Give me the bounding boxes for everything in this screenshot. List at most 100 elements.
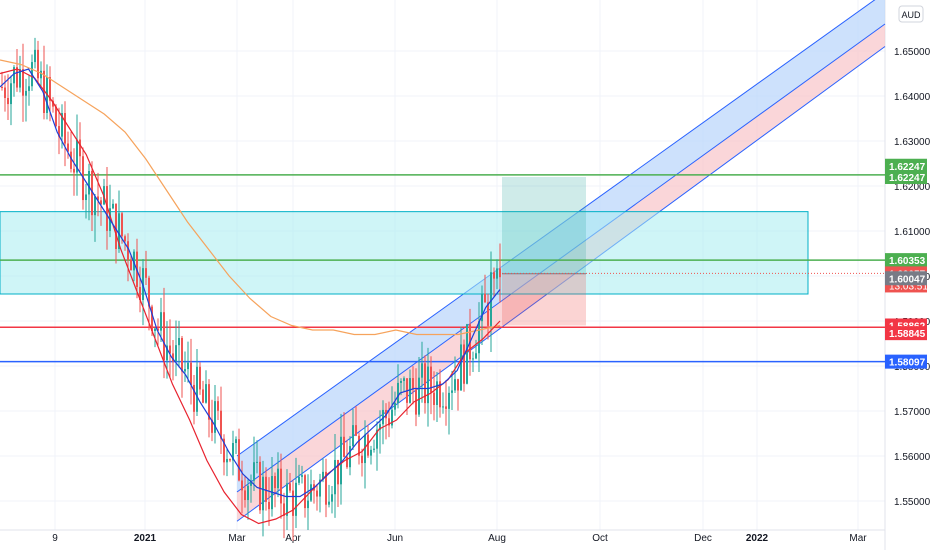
candle-body <box>427 366 429 404</box>
level-badge <box>885 326 927 341</box>
candle-body <box>499 268 501 278</box>
candle-body <box>433 392 435 405</box>
candle-body <box>112 203 114 209</box>
candle-body <box>34 49 36 63</box>
candle-body <box>130 259 132 271</box>
prev-price-badge <box>885 271 927 286</box>
candle-body <box>415 389 417 415</box>
x-tick-label: Aug <box>488 533 506 544</box>
y-tick-label: 1.62000 <box>894 182 931 193</box>
candle-body <box>283 503 285 516</box>
candle-body <box>355 425 357 436</box>
candle-body <box>490 272 492 326</box>
candle-body <box>454 379 456 391</box>
x-tick-label: Mar <box>228 533 246 544</box>
candle-body <box>49 77 51 101</box>
candle-body <box>157 328 159 331</box>
candle-body <box>145 268 147 278</box>
candle-body <box>388 418 390 426</box>
candle-body <box>85 194 87 201</box>
candle-body <box>223 438 225 463</box>
candle-body <box>160 312 162 331</box>
ma-slow-line <box>0 59 501 336</box>
candle-body <box>88 170 90 195</box>
candle-body <box>340 436 342 485</box>
candle-body <box>361 455 363 464</box>
candle-body <box>301 475 303 477</box>
level-badge-text: 1.62247 <box>889 162 926 173</box>
candle-body <box>16 67 18 88</box>
candle-body <box>199 366 201 390</box>
candle-body <box>70 151 72 169</box>
x-tick-label: 2021 <box>134 533 157 544</box>
level-badge <box>885 170 927 184</box>
level-badge <box>885 253 927 268</box>
candle-body <box>316 490 318 497</box>
candle-body <box>334 459 336 495</box>
candle-body <box>457 379 459 391</box>
candle-body <box>295 482 297 516</box>
candle-body <box>67 143 69 152</box>
candle-body <box>139 286 141 301</box>
y-tick-label: 1.61000 <box>894 227 931 238</box>
candle-body <box>367 434 369 456</box>
candle-body <box>265 476 267 502</box>
candle-body <box>115 203 117 249</box>
candle-body <box>61 113 63 137</box>
candle-body <box>253 462 255 481</box>
candle-body <box>118 213 120 249</box>
candle-body <box>13 67 15 84</box>
candle-body <box>268 501 270 510</box>
candle-body <box>247 485 249 501</box>
candle-body <box>169 345 171 354</box>
candle-body <box>25 90 27 96</box>
x-tick-label: 9 <box>52 533 58 544</box>
candle-body <box>259 461 261 511</box>
candle-body <box>205 384 207 403</box>
candle-body <box>412 378 414 390</box>
candle-body <box>325 471 327 505</box>
candle-body <box>277 468 279 489</box>
candle-body <box>58 126 60 137</box>
candle-body <box>100 200 102 205</box>
position-target-zone[interactable] <box>502 177 586 274</box>
candle-body <box>466 324 468 384</box>
currency-label: AUD <box>901 10 921 20</box>
candle-body <box>274 476 276 489</box>
candle-body <box>493 272 495 279</box>
position-stop-zone[interactable] <box>502 273 586 326</box>
candle-body <box>127 241 129 260</box>
x-tick-label: Oct <box>592 533 608 544</box>
y-tick-label: 1.57000 <box>894 407 931 418</box>
candle-body <box>400 380 402 383</box>
candle-body <box>232 443 234 461</box>
candle-body <box>430 366 432 393</box>
candle-body <box>250 480 252 486</box>
currency-badge[interactable] <box>898 5 924 23</box>
candle-body <box>220 410 222 439</box>
candle-body <box>244 490 246 501</box>
candle-body <box>187 362 189 370</box>
candle-body <box>238 439 240 481</box>
candle-body <box>322 471 324 480</box>
candle-body <box>298 476 300 483</box>
candle-body <box>370 449 372 456</box>
candle-body <box>484 293 486 303</box>
y-tick-label: 1.55000 <box>894 497 931 508</box>
candle-body <box>337 459 339 485</box>
candle-body <box>475 353 477 359</box>
candle-body <box>445 406 447 409</box>
candle-body <box>358 435 360 456</box>
candle-body <box>106 186 108 231</box>
y-tick-label: 1.65000 <box>894 47 931 58</box>
candle-body <box>481 293 483 322</box>
level-badge-text: 1.58097 <box>889 358 926 369</box>
candle-body <box>304 475 306 509</box>
candle-body <box>52 100 54 107</box>
candle-body <box>175 345 177 362</box>
candle-body <box>496 268 498 279</box>
candle-body <box>379 424 381 430</box>
candle-body <box>211 419 213 433</box>
